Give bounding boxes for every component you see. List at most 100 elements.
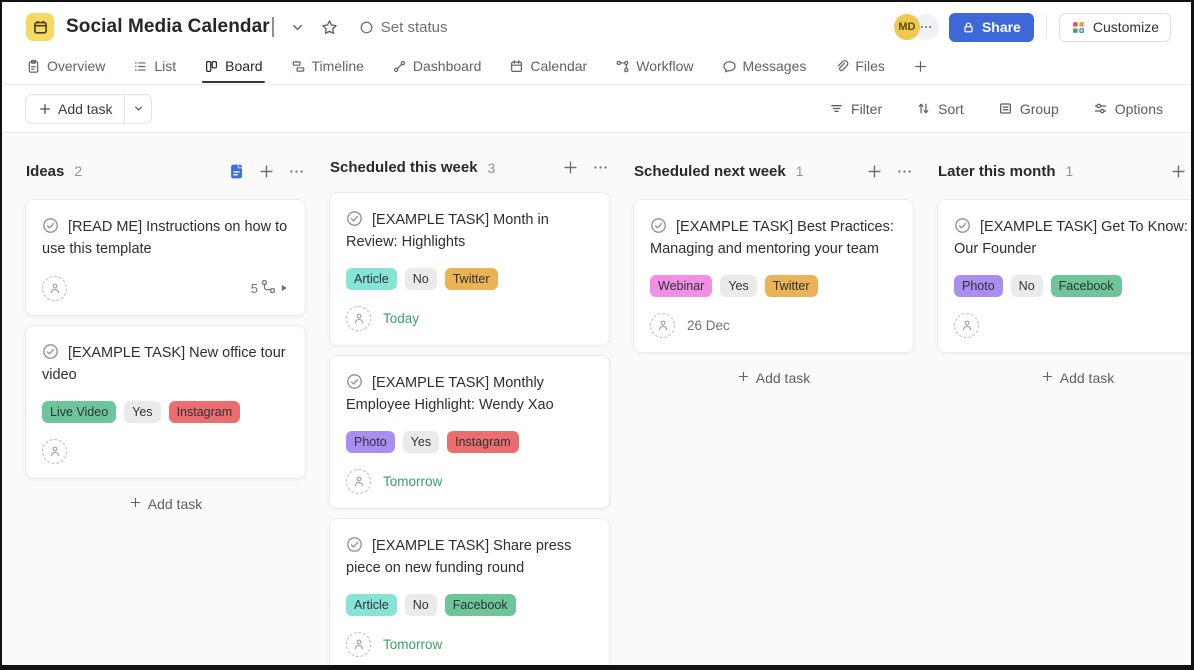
add-task-button[interactable]: Add task [26, 95, 124, 123]
group-button[interactable]: Group [998, 101, 1059, 117]
filter-button[interactable]: Filter [829, 101, 882, 117]
tag-no[interactable]: No [404, 268, 437, 290]
sort-button[interactable]: Sort [916, 101, 964, 117]
set-status-label: Set status [380, 18, 448, 36]
task-card[interactable]: [EXAMPLE TASK] Monthly Employee Highligh… [329, 355, 610, 509]
subtask-expander[interactable]: 5 [251, 279, 289, 297]
tag-yes[interactable]: Yes [402, 431, 440, 453]
task-card[interactable]: [EXAMPLE TASK] Share press piece on new … [329, 518, 610, 665]
tab-board[interactable]: Board [202, 52, 265, 83]
options-button[interactable]: Options [1093, 101, 1163, 117]
tag-no[interactable]: No [1010, 275, 1043, 297]
share-button[interactable]: Share [948, 12, 1034, 42]
assignee-placeholder[interactable] [346, 305, 371, 331]
star-icon[interactable] [321, 19, 338, 36]
task-card[interactable]: [EXAMPLE TASK] Month in Review: Highligh… [329, 192, 610, 346]
column-name: Ideas [26, 162, 65, 180]
task-card[interactable]: [EXAMPLE TASK] Get To Know: Our Founder P… [937, 199, 1191, 353]
tag-photo[interactable]: Photo [346, 431, 395, 453]
plus-icon[interactable] [258, 163, 275, 180]
card-list: [EXAMPLE TASK] Get To Know: Our Founder P… [937, 199, 1191, 353]
due-date[interactable]: 26 Dec [687, 317, 730, 333]
tab-workflow[interactable]: Workflow [615, 52, 694, 80]
due-date[interactable]: Tomorrow [383, 473, 443, 489]
task-title: [EXAMPLE TASK] Share press piece on new … [346, 536, 572, 576]
task-status-icon[interactable] [42, 343, 59, 360]
task-status-icon[interactable] [42, 217, 59, 234]
ellipsis-icon[interactable] [288, 163, 305, 180]
tag-facebook[interactable]: Facebook [444, 594, 516, 616]
due-date[interactable]: Today [383, 310, 420, 326]
tag-facebook[interactable]: Facebook [1050, 275, 1122, 297]
assignee-placeholder[interactable] [650, 312, 675, 338]
card-list: [EXAMPLE TASK] Month in Review: Highligh… [329, 192, 610, 665]
task-card[interactable]: [READ ME] Instructions on how to use thi… [25, 199, 306, 316]
tag-live-video[interactable]: Live Video [42, 401, 117, 423]
assignee-placeholder[interactable] [42, 438, 67, 464]
tag-no[interactable]: No [404, 594, 437, 616]
set-status-button[interactable]: Set status [359, 18, 448, 36]
tag-article[interactable]: Article [346, 594, 397, 616]
board-toolbar: Add task Filter Sort Group Options [2, 85, 1191, 133]
tab-overview[interactable]: Overview [26, 52, 105, 80]
tab-list[interactable]: List [133, 52, 176, 80]
doc-icon[interactable] [228, 163, 245, 180]
card-footer: Today [346, 305, 593, 331]
tag-webinar[interactable]: Webinar [650, 275, 713, 297]
options-icon [1094, 103, 1106, 114]
column-add-task-button[interactable]: Add task [25, 493, 306, 515]
due-date[interactable]: Tomorrow [383, 636, 443, 652]
tag-instagram[interactable]: Instagram [447, 431, 519, 453]
column-header-later-this-month: Later this month 1 [937, 159, 1191, 183]
assignee-placeholder[interactable] [346, 468, 371, 494]
tag-instagram[interactable]: Instagram [168, 401, 241, 423]
customize-button[interactable]: Customize [1058, 12, 1171, 42]
ellipsis-icon[interactable] [896, 163, 913, 180]
avatar[interactable]: MD [893, 14, 920, 40]
tab-files[interactable]: Files [834, 52, 885, 80]
task-status-icon[interactable] [346, 536, 363, 553]
task-card[interactable]: [EXAMPLE TASK] Best Practices: Managing … [633, 199, 914, 353]
task-status-icon[interactable] [954, 217, 971, 234]
tag-list: Article No Twitter [346, 268, 593, 290]
plus-icon [913, 59, 928, 74]
task-card[interactable]: [EXAMPLE TASK] New office tour video Live… [25, 325, 306, 479]
assignee-placeholder[interactable] [42, 275, 67, 301]
lock-icon [964, 22, 973, 32]
column-add-task-button[interactable]: Add task [633, 367, 914, 389]
add-task-dropdown-button[interactable] [124, 94, 151, 123]
tab-messages[interactable]: Messages [722, 52, 806, 80]
tag-article[interactable]: Article [346, 268, 397, 290]
add-task-split-button[interactable]: Add task [25, 93, 153, 124]
column-add-task-button[interactable]: Add task [937, 367, 1191, 389]
tag-yes[interactable]: Yes [124, 401, 161, 423]
task-status-icon[interactable] [346, 373, 363, 390]
card-footer: Tomorrow [346, 468, 593, 494]
ellipsis-icon[interactable] [592, 159, 609, 176]
assignee-placeholder[interactable] [346, 631, 371, 657]
tag-photo[interactable]: Photo [954, 275, 1003, 297]
tag-yes[interactable]: Yes [720, 275, 757, 297]
chevron-down-icon[interactable] [289, 19, 306, 36]
tag-twitter[interactable]: Twitter [764, 275, 818, 297]
customize-grid-icon [1073, 21, 1084, 33]
column-header-actions [1170, 163, 1191, 180]
assignee-placeholder[interactable] [954, 312, 979, 338]
plus-icon[interactable] [562, 159, 579, 176]
column-header-scheduled-this-week: Scheduled this week 3 [329, 159, 610, 176]
task-status-icon[interactable] [346, 210, 363, 227]
tag-twitter[interactable]: Twitter [444, 268, 498, 290]
plus-icon[interactable] [1170, 163, 1187, 180]
tab-calendar[interactable]: Calendar [509, 52, 587, 80]
tab-dashboard[interactable]: Dashboard [392, 52, 481, 80]
plus-icon[interactable] [866, 163, 883, 180]
tab-timeline[interactable]: Timeline [291, 52, 364, 80]
share-label: Share [981, 19, 1021, 35]
task-title: [EXAMPLE TASK] Best Practices: Managing … [650, 217, 894, 257]
list-color-icon[interactable] [26, 13, 54, 41]
add-view-button[interactable] [913, 52, 928, 80]
page-title[interactable]: Social Media Calendar [66, 16, 270, 37]
task-status-icon[interactable] [650, 217, 667, 234]
column-task-count: 1 [795, 163, 804, 179]
tag-list: Webinar Yes Twitter [650, 275, 897, 297]
